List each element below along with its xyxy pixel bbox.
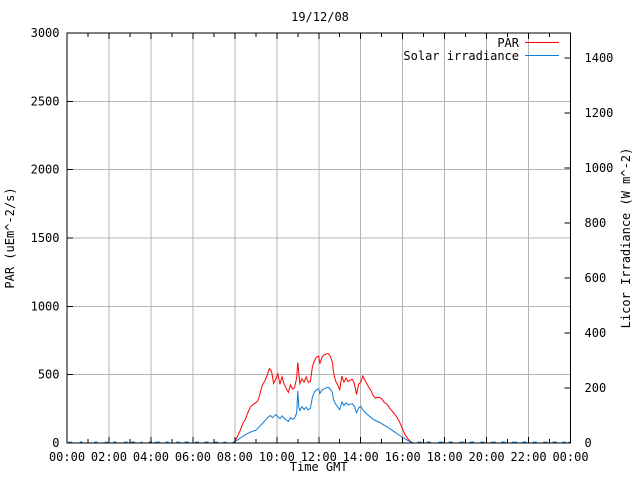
x-tick-label: 10:00 (259, 450, 295, 464)
x-axis-label: Time GMT (290, 460, 348, 474)
y-right-tick-label: 400 (585, 326, 607, 340)
grid-lines (67, 33, 571, 443)
y-right-tick-label: 1000 (585, 161, 614, 175)
x-tick-label: 12:00 (301, 450, 337, 464)
y-right-tick-label: 200 (585, 381, 607, 395)
y-left-tick-label: 2000 (31, 163, 60, 177)
y-left-axis-label: PAR (uEm^-2/s) (3, 187, 17, 288)
x-tick-label: 14:00 (343, 450, 379, 464)
y-left-tick-label: 1000 (31, 299, 60, 313)
axis-tick-labels: 00:00 02:00 04:00 06:00 08:00 10:00 12:00 14:00… (31, 26, 614, 464)
data-series-lines (68, 352, 571, 444)
x-tick-label: 16:00 (385, 450, 421, 464)
legend-label-par: PAR (497, 36, 519, 50)
x-tick-label: 18:00 (427, 450, 463, 464)
y-right-tick-label: 1200 (585, 106, 614, 120)
y-right-tick-label: 1400 (585, 51, 614, 65)
x-tick-label: 22:00 (510, 450, 546, 464)
y-right-tick-label: 0 (585, 436, 592, 450)
axis-ticks (66, 32, 571, 444)
x-tick-label: 02:00 (91, 450, 127, 464)
legend: PAR Solar irradiance (403, 36, 559, 63)
legend-label-solar: Solar irradiance (403, 49, 519, 63)
y-left-tick-label: 2500 (31, 94, 60, 108)
y-right-axis-label: Licor Irradiance (W m^-2) (619, 148, 633, 329)
x-tick-label: 04:00 (133, 450, 169, 464)
par-series-line (232, 352, 414, 444)
x-tick-label: 08:00 (217, 450, 253, 464)
x-tick-label: 06:00 (175, 450, 211, 464)
solar-irradiance-series-line (232, 386, 414, 443)
y-left-tick-label: 0 (52, 436, 59, 450)
y-left-tick-label: 1500 (31, 231, 60, 245)
y-left-tick-label: 500 (38, 368, 60, 382)
y-left-tick-label: 3000 (31, 26, 60, 40)
y-right-tick-label: 600 (585, 271, 607, 285)
x-tick-label: 20:00 (469, 450, 505, 464)
x-tick-label: 00:00 (49, 450, 85, 464)
y-right-tick-label: 800 (585, 216, 607, 230)
x-tick-label: 00:00 (552, 450, 588, 464)
chart-title: 19/12/08 (291, 10, 349, 24)
